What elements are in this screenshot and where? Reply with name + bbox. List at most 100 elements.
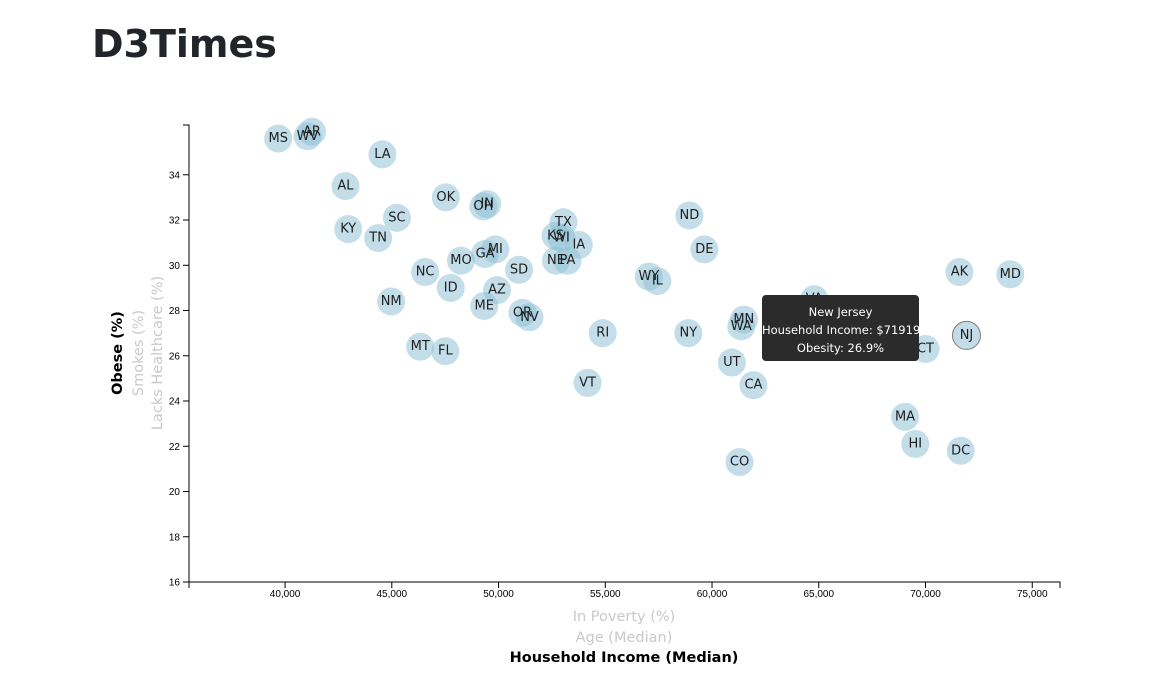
- point-label-nc: NC: [416, 265, 435, 280]
- tooltip-obesity: Obesity: 26.9%: [796, 341, 885, 355]
- point-label-wi: WI: [553, 231, 570, 246]
- x-label-income[interactable]: Household Income (Median): [510, 650, 739, 666]
- point-label-hi: HI: [908, 436, 922, 451]
- x-label-poverty[interactable]: In Poverty (%): [573, 609, 676, 625]
- point-label-ak: AK: [951, 265, 969, 280]
- point-oh[interactable]: [469, 192, 498, 221]
- point-il[interactable]: [643, 267, 672, 296]
- point-label-mo: MO: [450, 253, 471, 268]
- point-ut[interactable]: [717, 348, 746, 377]
- point-mt[interactable]: [406, 332, 435, 361]
- point-label-vt: VT: [579, 375, 596, 390]
- point-ma[interactable]: [891, 402, 920, 431]
- point-ms[interactable]: [264, 124, 293, 153]
- point-ky[interactable]: [334, 215, 363, 244]
- point-label-ok: OK: [436, 190, 455, 205]
- point-label-in: IN: [480, 197, 494, 212]
- x-tick: 65,000: [803, 582, 834, 600]
- y-axis-line: [183, 124, 190, 583]
- point-label-ny: NY: [679, 326, 697, 341]
- tooltip-state: New Jersey: [808, 305, 873, 319]
- point-ny[interactable]: [674, 319, 703, 348]
- point-nj[interactable]: [951, 320, 981, 350]
- point-label-nd: ND: [680, 208, 700, 223]
- point-de[interactable]: [690, 235, 719, 264]
- x-tick: 60,000: [697, 582, 728, 600]
- x-tick-label: 45,000: [377, 589, 408, 600]
- point-sc[interactable]: [382, 203, 411, 232]
- y-tick-label: 26: [169, 351, 181, 362]
- y-tick: 26: [169, 351, 189, 362]
- point-label-az: AZ: [488, 283, 506, 298]
- point-ca[interactable]: [739, 371, 768, 400]
- point-label-mt: MT: [411, 339, 430, 354]
- point-ok[interactable]: [431, 183, 460, 212]
- x-axis-labels: In Poverty (%) Age (Median) Household In…: [510, 609, 739, 666]
- point-sd[interactable]: [505, 255, 534, 284]
- point-label-ne: NE: [547, 253, 565, 268]
- y-label-obese[interactable]: Obese (%): [110, 311, 126, 395]
- x-tick: 50,000: [483, 582, 514, 600]
- point-nv[interactable]: [515, 303, 544, 332]
- point-label-al: AL: [337, 179, 354, 194]
- y-tick-label: 22: [169, 442, 181, 453]
- point-md[interactable]: [996, 260, 1025, 289]
- point-label-ia: IA: [572, 237, 585, 252]
- point-label-ut: UT: [723, 355, 741, 370]
- x-tick: 45,000: [377, 582, 408, 600]
- point-ga[interactable]: [471, 239, 500, 268]
- point-tn[interactable]: [364, 224, 393, 253]
- point-me[interactable]: [470, 291, 499, 320]
- point-hi[interactable]: [901, 429, 930, 458]
- y-tick-label: 24: [169, 397, 181, 408]
- point-label-ct: CT: [917, 341, 934, 356]
- point-mo[interactable]: [446, 246, 475, 275]
- point-nd[interactable]: [675, 201, 704, 230]
- point-label-ar: AR: [303, 124, 321, 139]
- x-tick-label: 55,000: [590, 589, 621, 600]
- point-nm[interactable]: [377, 287, 406, 316]
- point-fl[interactable]: [431, 337, 460, 366]
- y-tick: 34: [169, 170, 189, 181]
- point-co[interactable]: [725, 448, 754, 477]
- point-ri[interactable]: [588, 319, 617, 348]
- point-label-il: IL: [652, 274, 664, 289]
- point-label-ky: KY: [340, 222, 356, 237]
- point-al[interactable]: [331, 172, 360, 201]
- point-label-sc: SC: [388, 210, 405, 225]
- y-tick: 22: [169, 442, 189, 453]
- y-label-healthcare[interactable]: Lacks Healthcare (%): [150, 276, 166, 430]
- x-tick-label: 65,000: [803, 589, 834, 600]
- x-tick: 75,000: [1017, 582, 1048, 600]
- point-label-sd: SD: [510, 262, 528, 277]
- x-label-age[interactable]: Age (Median): [576, 630, 673, 646]
- y-tick: 30: [169, 261, 189, 272]
- point-dc[interactable]: [946, 436, 975, 465]
- y-tick-label: 18: [169, 532, 181, 543]
- y-label-smokes[interactable]: Smokes (%): [131, 310, 147, 396]
- y-tick: 28: [169, 306, 189, 317]
- point-wa[interactable]: [727, 312, 756, 341]
- x-tick-label: 40,000: [270, 589, 301, 600]
- point-label-la: LA: [374, 147, 391, 162]
- point-pa[interactable]: [553, 246, 582, 275]
- point-vt[interactable]: [573, 368, 602, 397]
- point-label-nv: NV: [520, 310, 539, 325]
- point-la[interactable]: [368, 140, 397, 169]
- point-label-or: OR: [513, 305, 532, 320]
- point-label-pa: PA: [560, 253, 576, 268]
- point-label-ks: KS: [547, 228, 564, 243]
- point-id[interactable]: [436, 273, 465, 302]
- page-title: D3Times: [92, 22, 277, 66]
- point-ak[interactable]: [945, 258, 974, 287]
- y-tick-label: 32: [169, 216, 181, 227]
- point-label-dc: DC: [951, 443, 970, 458]
- point-ar[interactable]: [297, 117, 326, 146]
- y-tick: 20: [169, 487, 189, 498]
- point-nc[interactable]: [411, 258, 440, 287]
- point-label-mn: MN: [733, 312, 754, 327]
- x-tick: 40,000: [270, 582, 301, 600]
- x-tick-label: 60,000: [697, 589, 728, 600]
- y-tick-label: 16: [169, 578, 181, 589]
